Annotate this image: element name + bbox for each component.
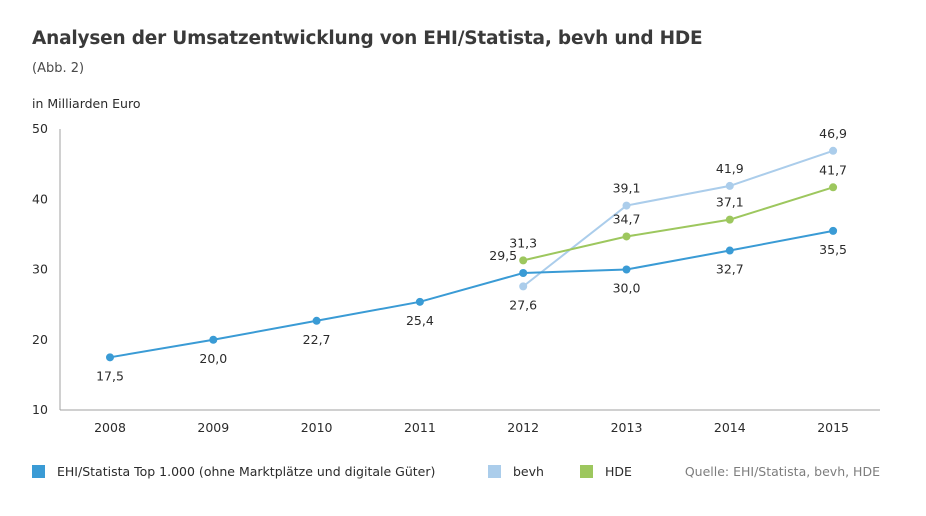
data-label: 20,0 xyxy=(199,351,227,366)
y-tick-label: 40 xyxy=(32,191,48,206)
data-label: 35,5 xyxy=(819,242,847,257)
data-point xyxy=(106,353,114,362)
data-label: 46,9 xyxy=(819,126,847,141)
data-point xyxy=(725,181,734,190)
data-point xyxy=(622,201,631,210)
data-label: 39,1 xyxy=(613,181,641,196)
y-tick-label: 30 xyxy=(32,262,48,277)
data-point xyxy=(725,215,734,224)
data-point xyxy=(519,269,528,278)
x-tick-label: 2012 xyxy=(507,420,539,435)
data-point xyxy=(829,146,838,155)
x-tick-label: 2008 xyxy=(94,420,126,435)
x-tick-label: 2014 xyxy=(714,420,746,435)
legend: EHI/Statista Top 1.000 (ohne Marktplätze… xyxy=(32,464,892,484)
data-label: 30,0 xyxy=(613,281,641,296)
data-label: 22,7 xyxy=(303,332,331,347)
data-point xyxy=(519,256,528,265)
legend-swatch-ehi xyxy=(32,465,45,478)
data-point xyxy=(312,316,321,325)
data-point xyxy=(829,226,838,235)
y-tick-label: 20 xyxy=(32,332,48,347)
data-label: 37,1 xyxy=(716,195,744,210)
series-line xyxy=(109,229,834,359)
x-tick-label: 2013 xyxy=(611,420,643,435)
series-line xyxy=(522,186,834,262)
data-point xyxy=(209,335,218,344)
series-line xyxy=(522,149,834,288)
data-label: 41,7 xyxy=(819,162,847,177)
data-point xyxy=(725,246,734,255)
legend-label-hde: HDE xyxy=(605,464,632,479)
legend-label-ehi: EHI/Statista Top 1.000 (ohne Marktplätze… xyxy=(57,464,436,479)
legend-label-bevh: bevh xyxy=(513,464,544,479)
legend-item-bevh: bevh xyxy=(488,464,544,479)
x-tick-label: 2015 xyxy=(817,420,849,435)
data-label: 34,7 xyxy=(613,211,641,226)
data-label: 17,5 xyxy=(96,368,124,383)
data-point xyxy=(622,232,631,241)
legend-item-ehi: EHI/Statista Top 1.000 (ohne Marktplätze… xyxy=(32,464,435,479)
data-point xyxy=(829,183,838,192)
data-label: 29,5 xyxy=(489,248,517,263)
y-axis-label: in Milliarden Euro xyxy=(32,96,141,111)
data-point xyxy=(622,265,631,274)
x-tick-label: 2010 xyxy=(301,420,333,435)
source-note: Quelle: EHI/Statista, bevh, HDE xyxy=(684,464,880,479)
y-tick-label: 50 xyxy=(32,121,48,136)
data-point xyxy=(519,282,528,291)
x-tick-label: 2009 xyxy=(197,420,229,435)
legend-swatch-hde xyxy=(580,465,593,478)
line-chart: 10 20 30 40 50 2008 2009 2010 2011 2012 2013 2014 20… xyxy=(32,121,880,435)
data-point xyxy=(415,297,424,306)
data-label: 32,7 xyxy=(716,262,744,277)
x-tick-label: 2011 xyxy=(404,420,436,435)
data-label: 31,3 xyxy=(509,235,537,250)
legend-swatch-bevh xyxy=(488,465,501,478)
chart-title: Analysen der Umsatzentwicklung von EHI/S… xyxy=(32,28,703,49)
chart-subtitle: (Abb. 2) xyxy=(32,61,85,76)
data-label: 41,9 xyxy=(716,161,744,176)
data-label: 27,6 xyxy=(509,297,537,312)
legend-item-hde: HDE xyxy=(580,464,632,479)
data-label: 25,4 xyxy=(406,313,434,328)
y-tick-label: 10 xyxy=(32,402,48,417)
